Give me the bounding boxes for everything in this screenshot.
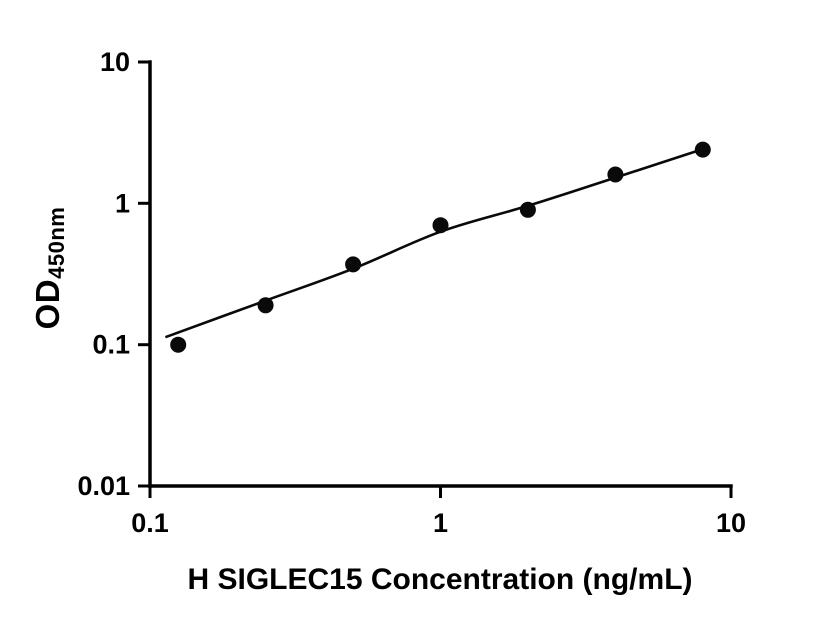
x-tick-label: 1 [433, 508, 448, 538]
data-point [694, 141, 711, 158]
y-axis-title-main: OD [29, 278, 66, 330]
y-axis-title-subscript: 450nm [44, 206, 69, 279]
x-tick-label: 0.1 [131, 508, 169, 538]
y-tick-label: 0.01 [77, 471, 130, 501]
x-axis-title: H SIGLEC15 Concentration (ng/mL) [187, 563, 693, 596]
data-point [257, 297, 274, 314]
y-axis-title: OD450nm [29, 206, 69, 330]
data-point [432, 217, 449, 234]
y-tick-label: 1 [115, 188, 130, 218]
data-point [345, 256, 362, 273]
y-tick-label: 10 [100, 47, 130, 77]
data-point [607, 166, 624, 183]
data-point [519, 201, 536, 218]
x-tick-label: 10 [716, 508, 746, 538]
y-tick-label: 0.1 [92, 330, 130, 360]
data-point [170, 336, 187, 353]
